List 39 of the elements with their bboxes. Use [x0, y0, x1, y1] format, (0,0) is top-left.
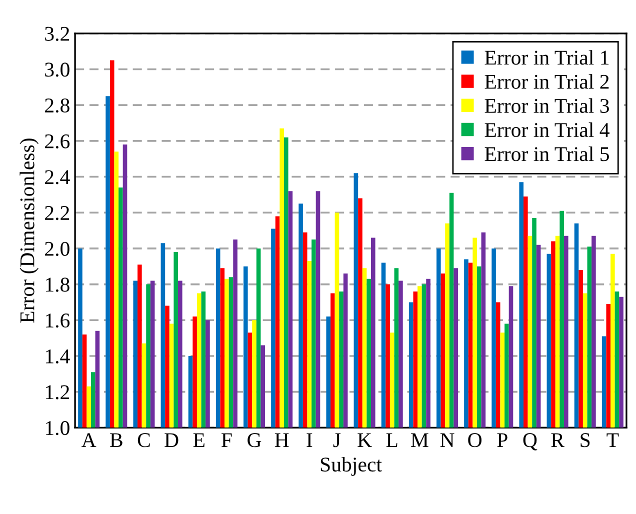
- x-tick-label: C: [138, 433, 150, 448]
- x-tick-label: P: [497, 433, 508, 447]
- y-tick-label: 1.2: [46, 385, 70, 400]
- x-tick-label: O: [468, 433, 482, 448]
- x-tick-label: E: [193, 433, 204, 447]
- y-tick-label: 3.2: [45, 26, 70, 41]
- legend-label: Error in Trial 1: [484, 50, 609, 65]
- y-axis-title: Error (Dimensionless): [20, 138, 39, 323]
- x-tick-label: N: [440, 433, 454, 447]
- x-axis-title: Subject: [320, 456, 382, 476]
- y-tick-label: 1.0: [46, 421, 70, 436]
- x-tick-label: Q: [523, 433, 538, 450]
- y-tick-label: 1.6: [46, 314, 70, 328]
- x-tick-label: J: [333, 433, 341, 448]
- y-tick-label: 2.2: [45, 206, 70, 220]
- y-tick-label: 3.0: [45, 62, 70, 77]
- y-tick-label: 1.4: [46, 349, 70, 364]
- x-tick-label: D: [164, 433, 178, 448]
- legend-label: Error in Trial 5: [484, 146, 609, 162]
- x-tick-label: T: [606, 433, 619, 447]
- y-tick-label: 2.0: [45, 242, 70, 256]
- x-tick-label: B: [110, 433, 122, 448]
- x-tick-label: G: [248, 433, 262, 448]
- x-tick-label: A: [82, 433, 96, 447]
- x-tick-label: I: [306, 433, 312, 447]
- y-tick-label: 1.8: [46, 278, 70, 292]
- x-tick-label: L: [386, 433, 398, 447]
- x-tick-label: R: [551, 433, 564, 447]
- y-tick-label: 2.6: [45, 134, 70, 148]
- y-tick-label: 2.8: [45, 98, 70, 113]
- x-tick-label: F: [221, 433, 232, 447]
- x-tick-label: S: [580, 433, 590, 448]
- y-tick-label: 2.4: [45, 170, 70, 184]
- legend-label: Error in Trial 2: [484, 74, 609, 89]
- x-tick-label: H: [274, 433, 289, 447]
- legend-label: Error in Trial 3: [484, 98, 609, 113]
- legend-label: Error in Trial 4: [484, 122, 610, 138]
- x-tick-label: M: [411, 433, 428, 447]
- x-tick-label: K: [358, 433, 372, 447]
